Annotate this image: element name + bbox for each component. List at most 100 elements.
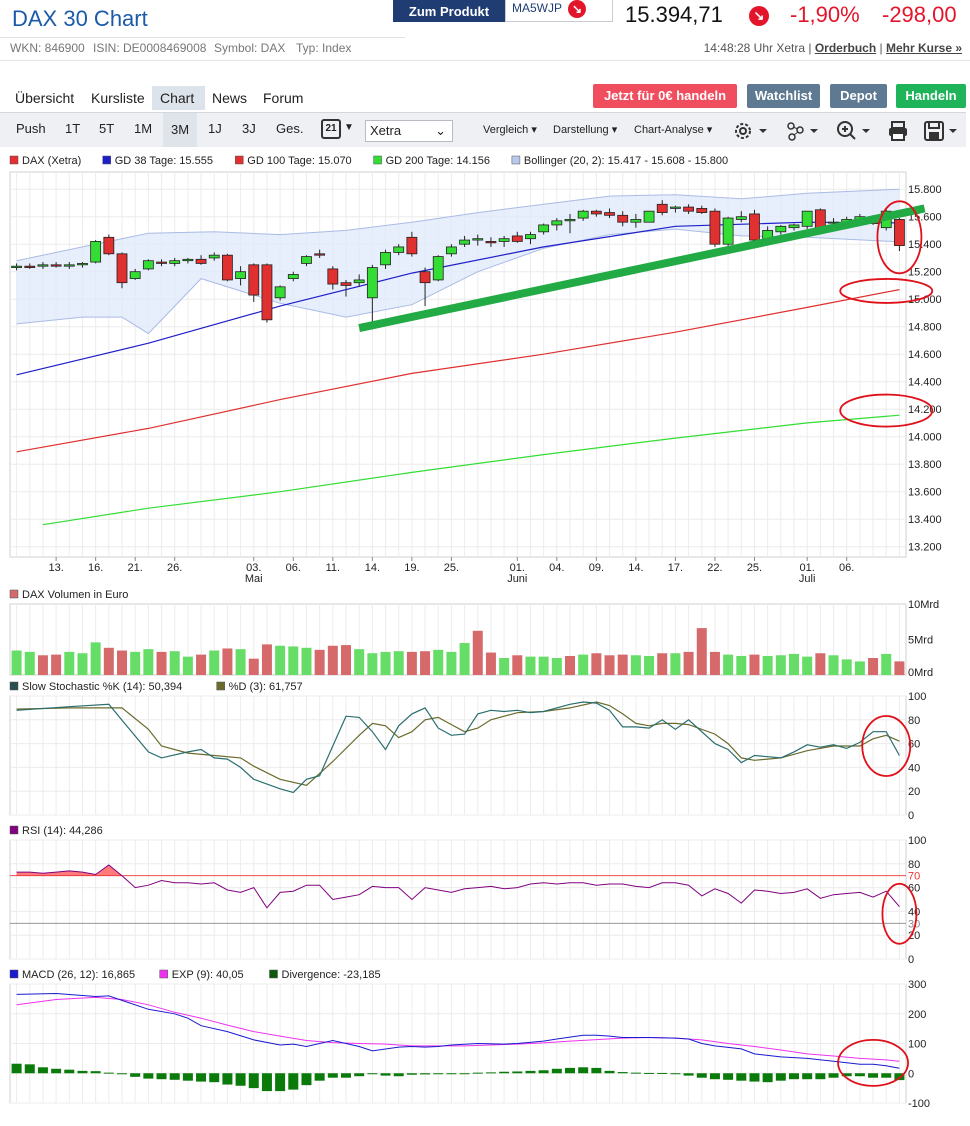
current-price: 15.394,71 [625, 2, 723, 27]
divergence-bar [433, 1073, 444, 1075]
isin-label: ISIN: DE0008469008 [93, 41, 207, 55]
volume-bar [37, 655, 48, 675]
divergence-bar [696, 1073, 707, 1078]
zoom-icon[interactable] [836, 120, 876, 142]
candle [551, 220, 563, 226]
exchange-select[interactable]: Xetra ⌄ [365, 120, 453, 142]
range-3j[interactable]: 3J [242, 121, 256, 136]
vergleich-menu[interactable]: Vergleich ▾ [483, 124, 537, 136]
range-3m[interactable]: 3M [163, 113, 198, 147]
divergence-bar [841, 1073, 852, 1077]
volume-bar [854, 661, 865, 675]
legend-label: Slow Stochastic %K (14): 50,394 [22, 681, 182, 693]
divergence-bar [209, 1073, 220, 1083]
y-tick-label: 300 [908, 979, 926, 991]
volume-bar [420, 651, 431, 675]
candle [696, 208, 708, 213]
divergence-bar [630, 1072, 641, 1074]
chart-toolbar: Push 1T 5T 1M 3M 1J 3J Ges. 21 ▼ Xetra ⌄ … [0, 112, 966, 147]
divergence-bar [64, 1069, 75, 1074]
divergence-bar [815, 1073, 826, 1080]
tab-uebersicht[interactable]: Übersicht [15, 90, 75, 106]
candle [235, 271, 246, 279]
divergence-bar [789, 1073, 799, 1080]
save-icon[interactable] [923, 120, 963, 142]
divergence-bar [446, 1073, 457, 1075]
volume-bar [77, 653, 88, 675]
legend-label: Divergence: -23,185 [282, 969, 381, 981]
y-tick-label: 0 [908, 1068, 914, 1080]
candle [683, 206, 694, 212]
y-tick-label: 0 [908, 954, 914, 966]
range-push[interactable]: Push [16, 121, 46, 136]
calendar-icon[interactable]: 21 [321, 119, 341, 139]
product-code-link[interactable]: MA5WJP ↘ [505, 0, 613, 22]
candle [801, 210, 813, 227]
divergence-bar [24, 1064, 35, 1074]
orderbuch-link[interactable]: Orderbuch [814, 41, 877, 55]
range-1j[interactable]: 1J [208, 121, 222, 136]
indicator-icon[interactable] [786, 120, 826, 142]
y-tick-label: 14.000 [908, 432, 942, 444]
candle [327, 268, 339, 285]
divergence-bar [354, 1073, 365, 1077]
mehr-kurse-link[interactable]: Mehr Kurse » [885, 41, 962, 55]
x-tick-label: 26. [167, 562, 182, 574]
divergence-bar [393, 1073, 404, 1077]
depot-button[interactable]: Depot [830, 84, 887, 108]
volume-bar [551, 658, 562, 675]
legend-swatch [9, 825, 19, 835]
zum-produkt-button[interactable]: Zum Produkt [393, 0, 505, 22]
divergence-bar [248, 1073, 259, 1089]
chevron-down-icon[interactable]: ▼ [344, 122, 354, 133]
candle [274, 286, 286, 299]
y-tick-label: 15.800 [908, 184, 942, 196]
print-icon[interactable] [887, 120, 909, 142]
tab-bar: Übersicht Kursliste Chart News Forum [0, 86, 966, 110]
divergence-bar [617, 1072, 628, 1074]
y-tick-label: 14.800 [908, 322, 942, 334]
tab-kursliste[interactable]: Kursliste [91, 90, 145, 106]
range-1t[interactable]: 1T [65, 121, 81, 136]
divergence-bar [90, 1071, 101, 1074]
candle [749, 213, 760, 241]
handeln-button[interactable]: Handeln [896, 84, 966, 108]
rsi-level-label: 30 [908, 918, 920, 930]
range-ges[interactable]: Ges. [276, 121, 304, 136]
candle [643, 210, 655, 223]
x-tick-sublabel: Mai [245, 573, 263, 585]
volume-bar [209, 650, 220, 675]
divergence-bar [406, 1073, 417, 1075]
tab-chart[interactable]: Chart [152, 86, 205, 110]
trade-free-button[interactable]: Jetzt für 0€ handeln [593, 84, 737, 108]
legend-swatch [9, 969, 19, 979]
x-tick-label: 14. [365, 562, 380, 574]
volume-bar [380, 651, 391, 675]
volume-bar [709, 651, 720, 675]
settings-icon[interactable] [733, 120, 773, 142]
range-5t[interactable]: 5T [99, 121, 115, 136]
divergence-bar [275, 1073, 286, 1092]
watchlist-button[interactable]: Watchlist [747, 84, 820, 108]
exchange-value: Xetra [370, 123, 402, 138]
macd-exp-line [16, 996, 900, 1062]
volume-bar [657, 653, 668, 675]
volume-bar [393, 651, 404, 675]
volume-bar [182, 656, 193, 675]
tab-news[interactable]: News [212, 90, 248, 106]
calendar-day: 21 [325, 123, 337, 134]
chevron-down-icon: ⌄ [435, 123, 446, 138]
legend-swatch [159, 969, 168, 979]
divider [0, 37, 405, 38]
darstellung-menu[interactable]: Darstellung ▾ [553, 124, 618, 136]
chart-analyse-menu[interactable]: Chart-Analyse ▾ [634, 124, 713, 136]
tab-forum[interactable]: Forum [263, 90, 304, 106]
candle [564, 219, 576, 222]
volume-bar [103, 647, 114, 675]
range-1m[interactable]: 1M [134, 121, 153, 136]
candle [116, 253, 128, 284]
candle [129, 271, 141, 279]
y-tick-label: 14.200 [908, 404, 942, 416]
legend-label: %D (3): 61,757 [229, 681, 303, 693]
